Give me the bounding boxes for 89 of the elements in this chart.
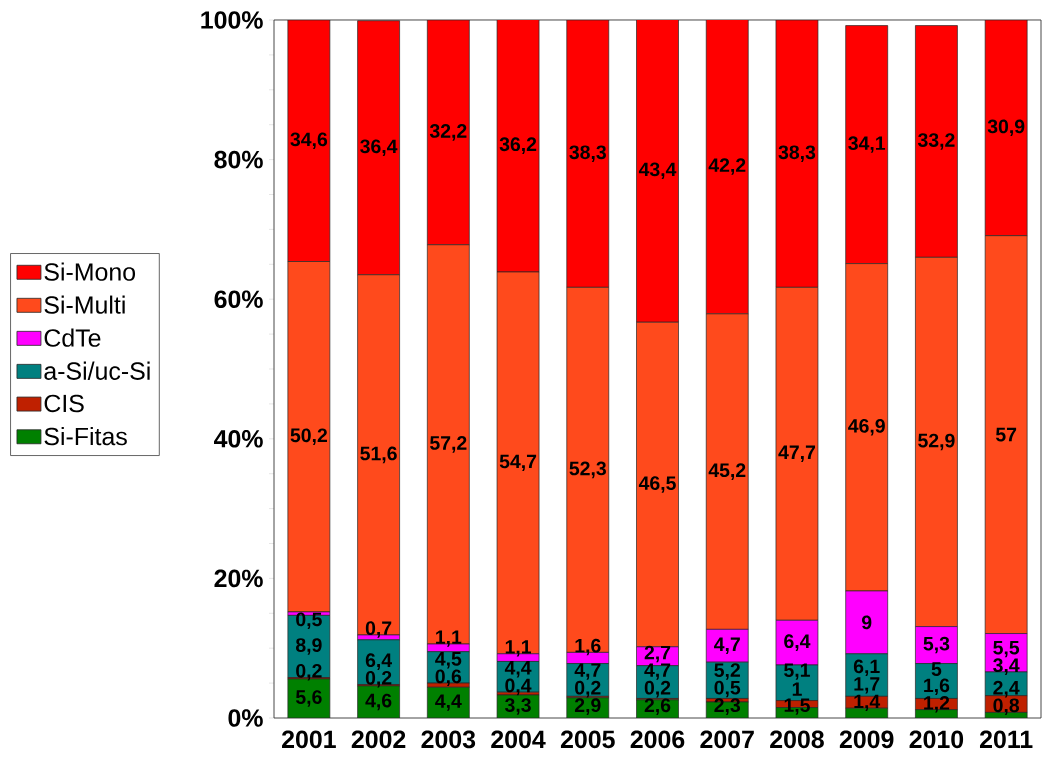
- data-label: 0,4: [505, 678, 532, 696]
- x-tick-label: 2007: [700, 730, 754, 749]
- legend-label: CIS: [44, 394, 84, 413]
- data-label: 4,4: [435, 694, 462, 711]
- y-tick-label: 60%: [214, 290, 263, 309]
- data-label: 8,9: [295, 638, 322, 655]
- y-tick-label: 40%: [214, 429, 263, 448]
- data-label: 52,9: [918, 433, 955, 451]
- data-label: 1,1: [505, 640, 532, 657]
- data-label: 5,6: [295, 690, 322, 707]
- x-tick-label: 2003: [421, 730, 476, 749]
- data-label: 0,6: [435, 669, 462, 687]
- data-label: 2,7: [644, 645, 671, 663]
- data-label: 57: [995, 427, 1017, 442]
- data-label: 0,8: [993, 698, 1020, 715]
- data-label: 34,1: [848, 136, 886, 153]
- data-label: 2,4: [993, 680, 1020, 698]
- data-label: 0,2: [365, 670, 392, 688]
- data-label: 1: [792, 682, 802, 696]
- data-label: 9: [861, 615, 872, 630]
- data-label: 32,2: [429, 124, 467, 141]
- data-label: 34,6: [290, 132, 328, 150]
- legend-label: CdTe: [44, 328, 101, 347]
- data-label: 30,9: [987, 119, 1025, 137]
- data-label: 47,7: [778, 445, 816, 462]
- data-label: 4,7: [714, 637, 740, 654]
- data-label: 2,3: [714, 698, 741, 715]
- data-label: 1,1: [436, 630, 462, 647]
- data-label: 0,2: [644, 680, 671, 698]
- data-label: 4,4: [504, 661, 532, 678]
- x-tick-label: 2006: [630, 730, 685, 749]
- data-label: 1,6: [924, 678, 950, 696]
- data-label: 4,7: [644, 663, 671, 680]
- x-tick-label: 2009: [839, 730, 894, 749]
- data-label: 3,3: [505, 698, 531, 715]
- data-label: 38,3: [569, 145, 606, 162]
- x-tick-label: 2011: [979, 730, 1033, 749]
- data-label: 57,2: [430, 436, 467, 453]
- y-tick-label: 100%: [201, 11, 263, 29]
- data-label: 45,2: [708, 463, 746, 480]
- data-label: 46,9: [848, 419, 885, 436]
- data-label: 5: [931, 662, 942, 676]
- data-label: 0,2: [575, 680, 601, 698]
- data-label: 5,5: [993, 640, 1020, 658]
- data-label: 1,6: [575, 638, 601, 656]
- legend-label: Si-Mono: [44, 262, 136, 281]
- legend-label: Si-Fitas: [44, 427, 127, 446]
- x-tick-label: 2002: [351, 730, 406, 749]
- y-tick-label: 20%: [214, 569, 263, 588]
- legend-label: Si-Multi: [44, 295, 125, 314]
- data-label: 2,9: [574, 698, 601, 715]
- y-tick-label: 0%: [228, 709, 263, 727]
- x-tick-label: 2005: [560, 730, 615, 749]
- data-label: 36,4: [360, 139, 398, 157]
- data-label: 46,5: [638, 476, 676, 493]
- data-label: 51,6: [360, 446, 397, 464]
- data-label: 4,5: [435, 652, 462, 669]
- x-tick-label: 2010: [909, 730, 964, 749]
- data-label: 2,6: [644, 698, 671, 715]
- data-label: 4,6: [365, 693, 392, 711]
- data-label: 6,4: [784, 634, 811, 651]
- data-label: 0,2: [296, 663, 322, 681]
- legend-label: a-Si/uc-Si: [44, 361, 150, 380]
- data-label: 42,2: [708, 158, 746, 175]
- data-label: 5,3: [923, 636, 950, 654]
- data-label: 38,3: [778, 145, 816, 162]
- data-label: 1,4: [854, 694, 881, 712]
- data-label: 43,4: [638, 162, 677, 180]
- data-label: 1,5: [784, 698, 810, 715]
- data-label: 0,7: [365, 621, 392, 638]
- data-label: 1,7: [854, 677, 880, 694]
- data-label: 50,2: [290, 428, 327, 445]
- data-label: 1,2: [924, 696, 950, 713]
- data-label: 4,7: [574, 663, 601, 680]
- data-label: 6,1: [853, 659, 880, 677]
- data-label: 5,1: [784, 663, 810, 680]
- y-tick-label: 80%: [214, 150, 263, 169]
- data-label: 6,4: [365, 653, 392, 670]
- x-tick-label: 2008: [770, 730, 824, 749]
- data-label: 33,2: [917, 133, 955, 150]
- x-tick-label: 2001: [282, 730, 336, 749]
- data-label: 54,7: [499, 454, 537, 472]
- data-label: 5,2: [714, 663, 740, 680]
- data-label: 0,5: [296, 612, 322, 630]
- data-label: 52,3: [569, 461, 606, 479]
- data-label: 0,5: [714, 680, 741, 698]
- x-tick-label: 2004: [491, 730, 546, 749]
- data-label: 3,4: [993, 658, 1020, 675]
- data-label: 36,2: [499, 137, 537, 154]
